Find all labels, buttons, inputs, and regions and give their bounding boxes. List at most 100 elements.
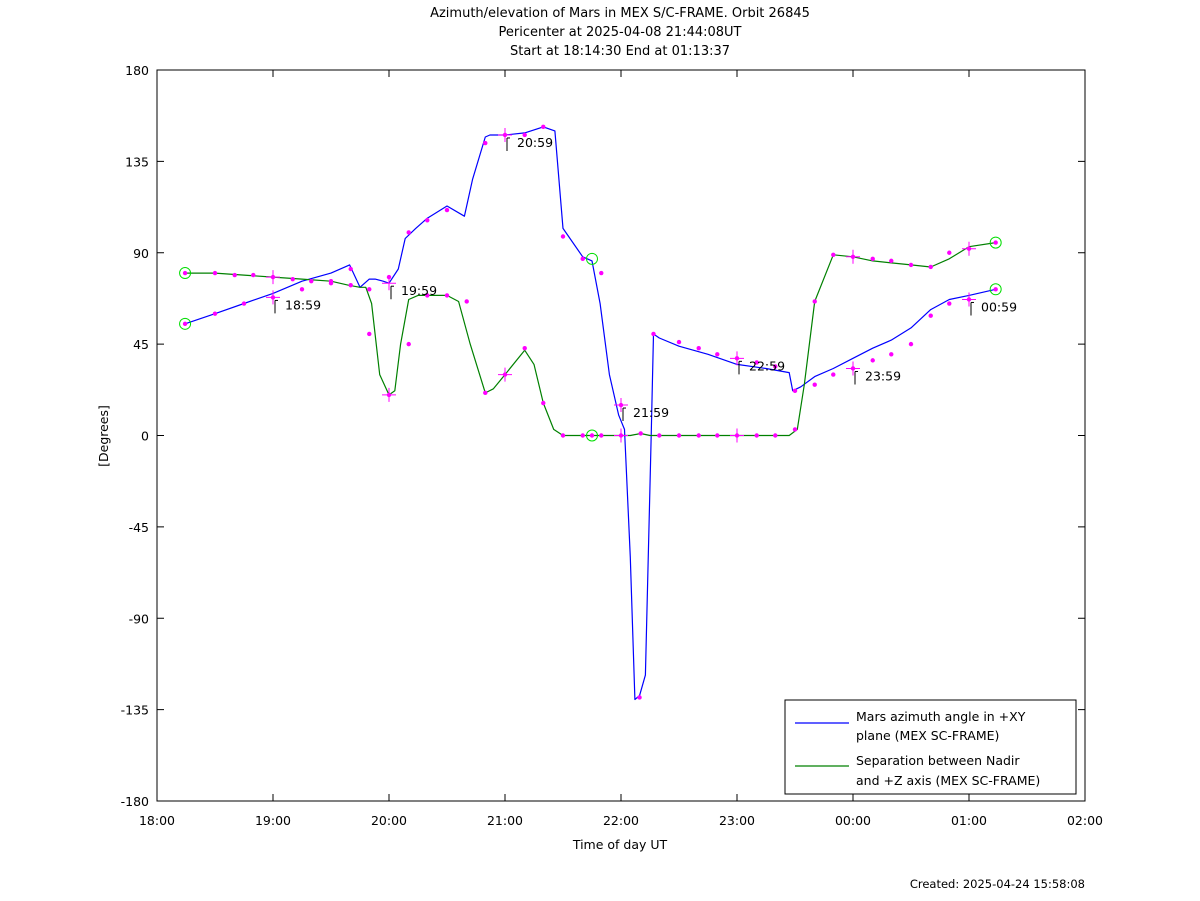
hour-marker [962, 241, 976, 256]
data-point [870, 256, 875, 262]
data-point [367, 287, 372, 292]
hour-marker [498, 367, 512, 382]
data-point [483, 390, 488, 396]
y-tick-label: 0 [141, 429, 149, 444]
data-point [483, 140, 488, 146]
data-point [754, 360, 759, 365]
data-point [541, 400, 546, 406]
data-point [348, 266, 353, 272]
data-point [657, 433, 662, 438]
data-point [696, 433, 701, 438]
data-point [676, 433, 682, 438]
data-point [599, 270, 604, 276]
hour-marker [382, 276, 396, 291]
hour-marker [846, 361, 860, 376]
data-point [696, 345, 701, 351]
legend-label-azimuth-2: plane (MEX SC-FRAME) [856, 728, 999, 743]
x-tick-label: 01:00 [951, 813, 987, 828]
data-point [444, 293, 450, 298]
annotation-label: 23:59 [865, 368, 901, 383]
y-tick-label: 90 [133, 246, 149, 261]
hour-marker [846, 249, 860, 264]
y-tick-label: 180 [125, 63, 149, 78]
data-point [464, 299, 469, 304]
data-point [947, 301, 952, 306]
data-point [715, 433, 720, 438]
data-point [444, 207, 450, 213]
data-point [754, 433, 759, 438]
hour-marker [614, 428, 628, 443]
hour-marker [730, 351, 744, 366]
x-tick-label: 18:00 [139, 813, 175, 828]
data-point [947, 250, 952, 255]
axes: 18:00 19:00 20:00 21:00 22:00 23:00 00:00 01:00… [121, 63, 1103, 828]
annotation-label: 18:59 [285, 297, 321, 312]
chart-subtitle-2: Start at 18:14:30 End at 01:13:37 [509, 44, 731, 59]
series-layer [184, 126, 996, 701]
x-tick-label: 23:00 [719, 813, 755, 828]
y-tick-label: 45 [133, 337, 149, 352]
chart-title: Azimuth/elevation of Mars in MEX S/C-FRA… [430, 6, 810, 21]
data-point [773, 433, 778, 438]
chart-subtitle: Pericenter at 2025-04-08 21:44:08UT [498, 25, 742, 40]
data-point [870, 358, 875, 363]
x-tick-label: 22:00 [603, 813, 639, 828]
legend-label-azimuth-1: Mars azimuth angle in +XY [856, 709, 1026, 724]
hour-marker [382, 387, 396, 402]
data-point [651, 331, 656, 337]
legend-box [784, 699, 1077, 795]
hour-marker [730, 428, 744, 443]
data-point [241, 301, 247, 306]
data-point [928, 264, 933, 270]
data-point [580, 433, 585, 438]
data-point [831, 372, 836, 377]
x-axis-label: Time of day UT [572, 837, 668, 852]
data-point [908, 341, 914, 347]
y-tick-label: -45 [129, 520, 149, 535]
endpoint-circle [989, 236, 1002, 249]
data-point [812, 382, 817, 387]
data-point [889, 258, 894, 264]
series-line-0 [184, 126, 996, 701]
x-tick-label: 00:00 [835, 813, 871, 828]
x-tick-label: 20:00 [371, 813, 407, 828]
data-point [425, 218, 430, 223]
annotation-label: 22:59 [749, 358, 785, 373]
y-tick-label: -180 [121, 794, 149, 809]
data-point [599, 433, 604, 438]
data-point [993, 240, 998, 245]
annotation-label: 21:59 [633, 405, 669, 420]
x-tick-label: 21:00 [487, 813, 523, 828]
data-point [406, 230, 411, 235]
data-point [889, 352, 894, 357]
annotation-label: 20:59 [517, 135, 553, 150]
series-line-1 [185, 242, 996, 437]
y-tick-label: -135 [121, 703, 149, 718]
marker-layer [179, 124, 1002, 700]
annotation-label: 19:59 [401, 283, 437, 298]
data-point [212, 311, 218, 316]
endpoint-circle [586, 252, 598, 265]
hour-marker [962, 292, 976, 307]
data-point [589, 433, 595, 438]
endpoint-circle [179, 317, 192, 330]
endpoint-circle [989, 283, 1002, 296]
data-point [792, 388, 798, 394]
data-point [637, 695, 642, 700]
annotation-layer: 18:59 19:59 20:59 21:59 22:59 23:59 00:59 [274, 135, 1017, 422]
x-tick-label: 02:00 [1067, 813, 1103, 828]
y-tick-label: -90 [129, 611, 149, 626]
data-point [299, 287, 305, 292]
legend-label-separation-1: Separation between Nadir [856, 753, 1020, 768]
hour-marker [266, 270, 280, 285]
data-point [522, 345, 527, 351]
data-point [309, 278, 314, 284]
data-point [676, 339, 682, 345]
legend-label-separation-2: and +Z axis (MEX SC-FRAME) [856, 773, 1040, 788]
data-point [541, 124, 546, 130]
annotation-label: 00:59 [981, 299, 1017, 314]
data-point [182, 321, 188, 327]
data-point [993, 287, 998, 292]
legend: Mars azimuth angle in +XY plane (MEX SC-… [784, 699, 1077, 795]
data-point [908, 262, 914, 268]
